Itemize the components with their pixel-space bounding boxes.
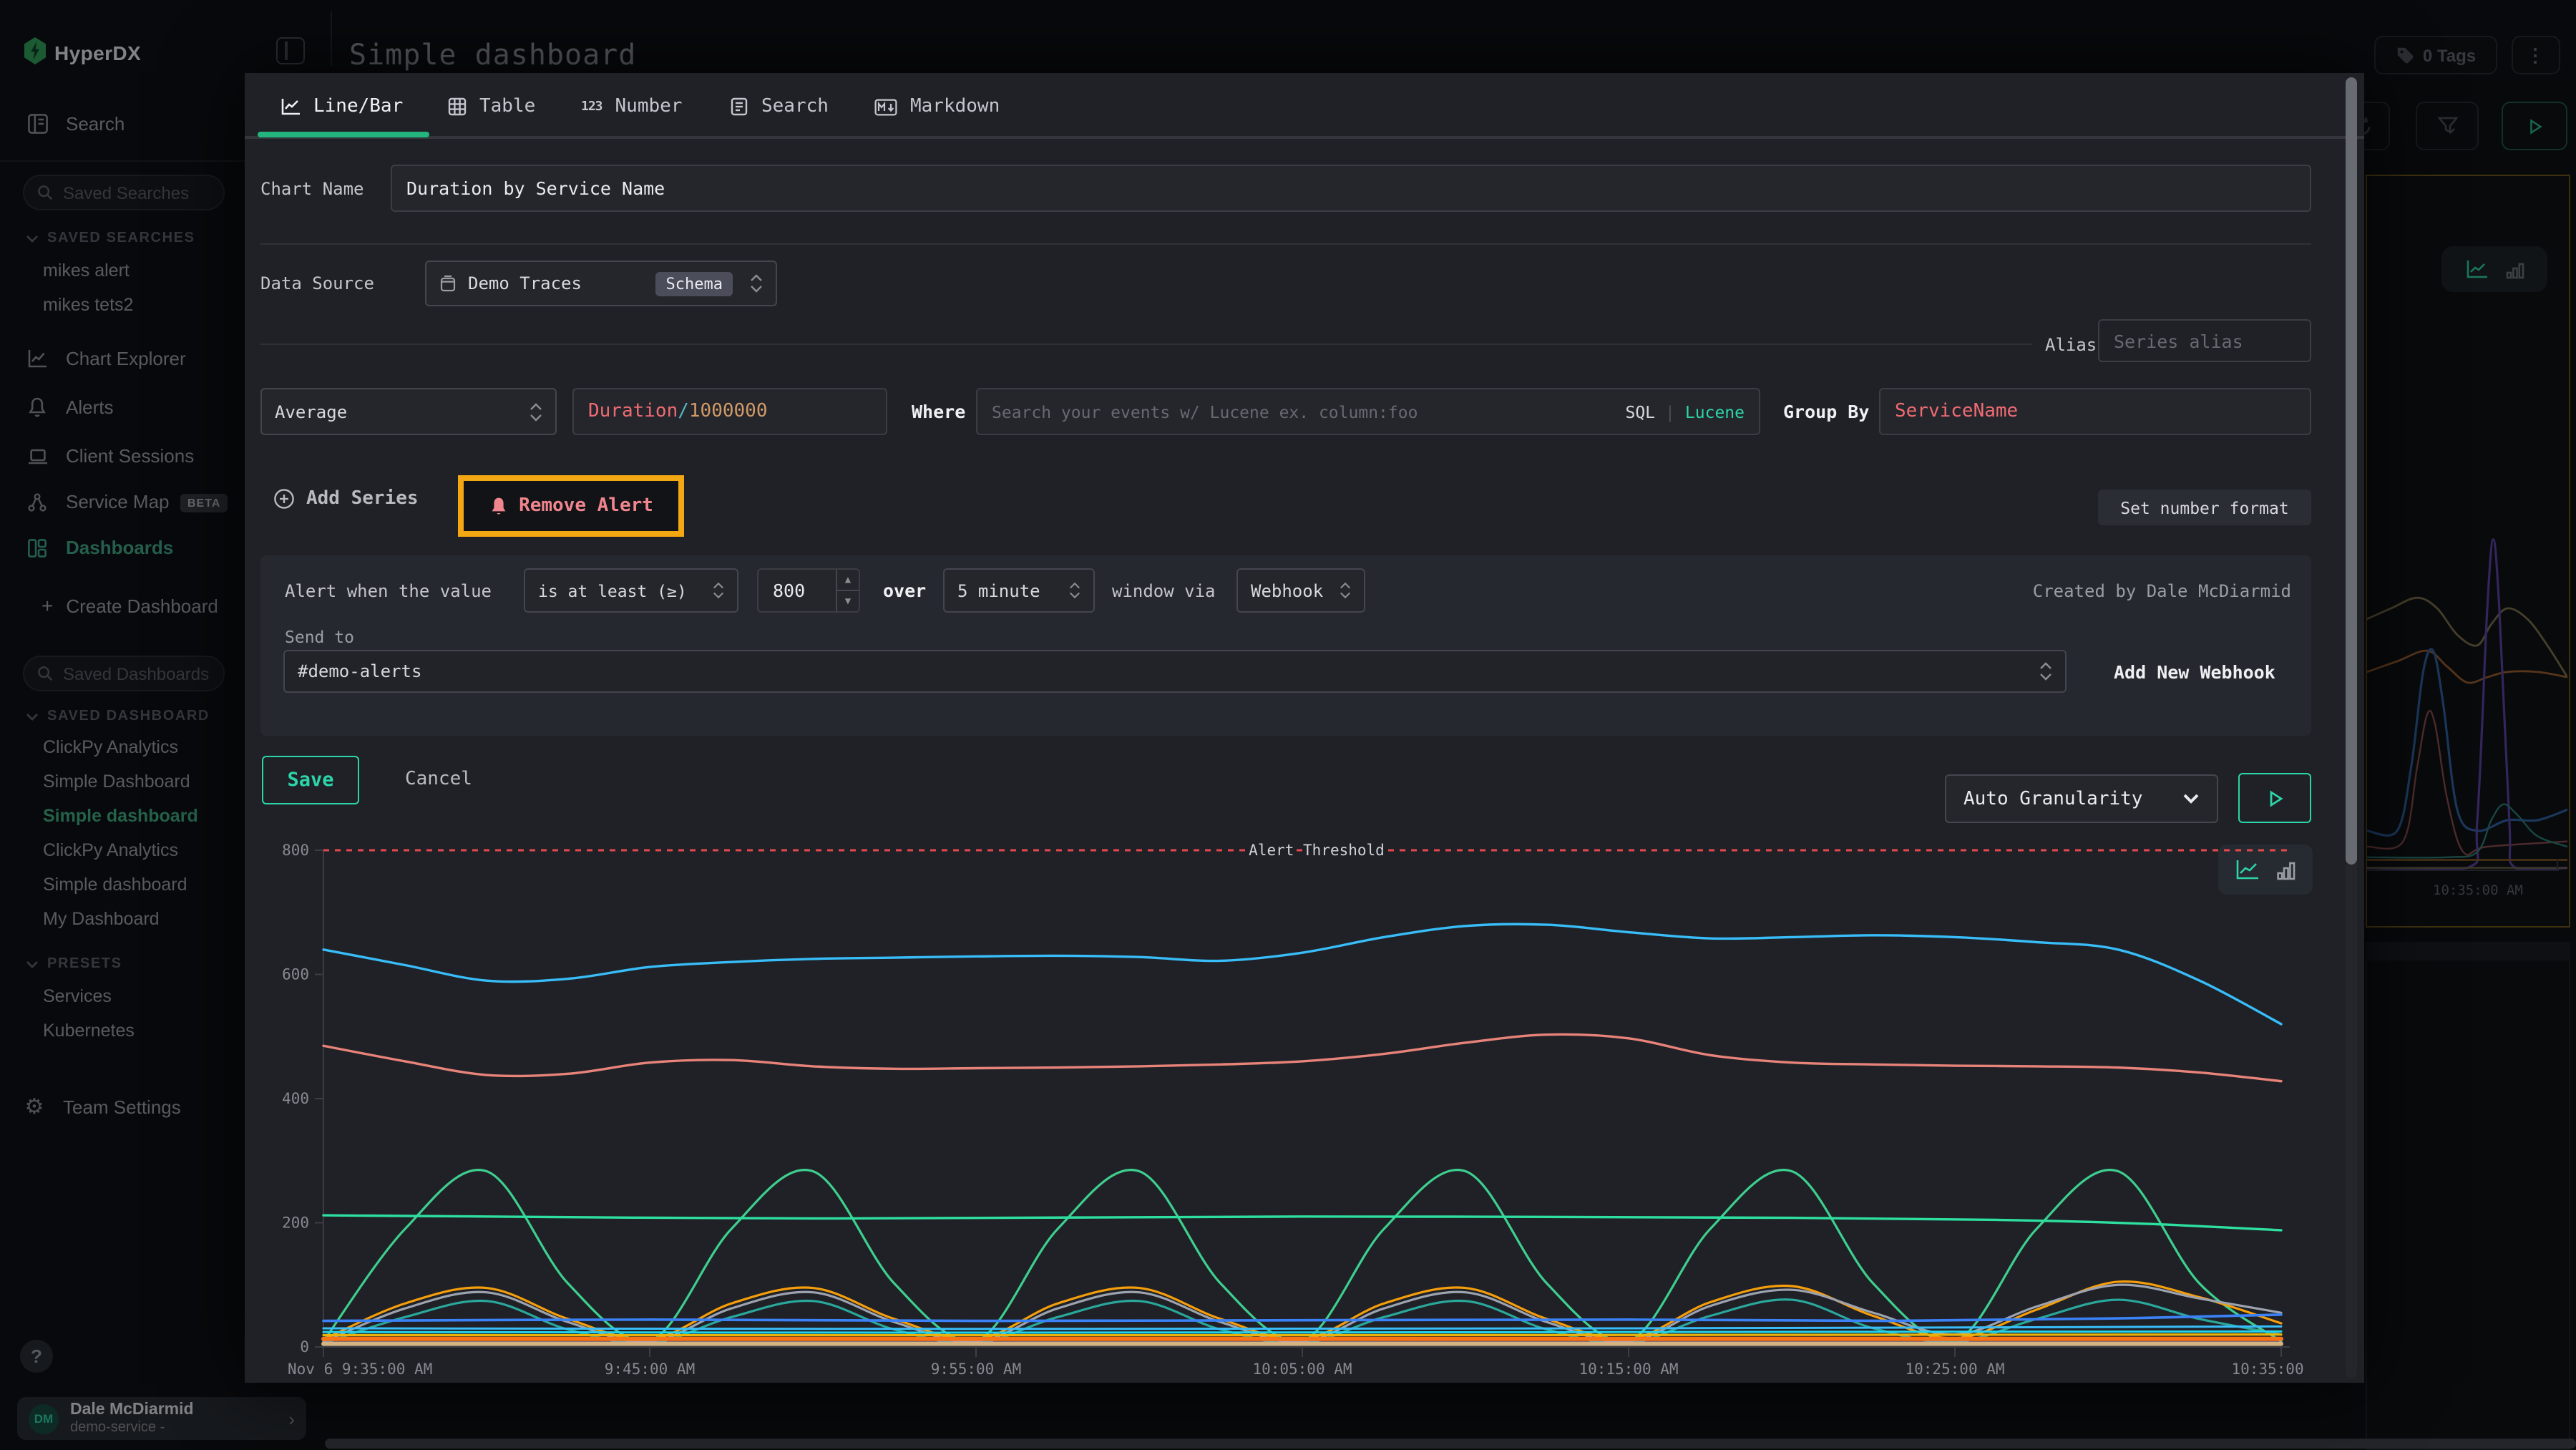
event-search-input[interactable]: Search your events w/ Lucene ex. column:… [976, 388, 1760, 435]
chart-name-input[interactable]: Duration by Service Name [391, 165, 2311, 212]
cancel-button[interactable]: Cancel [405, 769, 472, 790]
svg-text:10:05:00 AM: 10:05:00 AM [1252, 1361, 1352, 1378]
alert-channel-select[interactable]: Webhook [1236, 568, 1365, 613]
number-stepper[interactable]: ▲▼ [836, 570, 859, 611]
markdown-icon [874, 98, 897, 115]
bell-icon [489, 496, 507, 516]
svg-text:Nov 6 9:35:00 AM: Nov 6 9:35:00 AM [288, 1361, 432, 1378]
mode-divider: | [1665, 402, 1675, 422]
line-chart-icon [280, 97, 301, 116]
group-by-input[interactable]: ServiceName [1879, 388, 2311, 435]
app-root: HyperDX Simple dashboard Search Saved Se… [0, 0, 2576, 1450]
svg-text:0: 0 [300, 1338, 309, 1356]
tab-table[interactable]: Table [448, 96, 535, 117]
updown-chevron-icon [1069, 581, 1080, 600]
chart-name-label: Chart Name [260, 179, 364, 199]
plus-circle-icon [273, 488, 295, 510]
alias-input[interactable]: Series alias [2098, 319, 2311, 362]
send-to-label: Send to [285, 627, 354, 647]
updown-chevron-icon [750, 273, 763, 293]
edit-chart-modal: Line/Bar Table 123 Number Search Markdow… [245, 73, 2364, 1383]
lucene-mode-button[interactable]: Lucene [1685, 402, 1745, 422]
step-down-icon[interactable]: ▼ [837, 591, 859, 611]
series-field-input[interactable]: Duration/1000000 [572, 388, 887, 435]
number-123-icon: 123 [581, 99, 602, 114]
tab-line-bar[interactable]: Line/Bar [280, 96, 403, 117]
svg-text:9:45:00 AM: 9:45:00 AM [605, 1361, 695, 1378]
svg-text:9:55:00 AM: 9:55:00 AM [931, 1361, 1021, 1378]
where-label: Where [912, 401, 965, 422]
svg-text:600: 600 [282, 966, 309, 983]
duration-line-chart[interactable]: 0 200 400 600 800 Nov 6 9:35:00 AM 9:45:00 AM 9… [265, 830, 2313, 1381]
remove-alert-button-highlighted[interactable]: Remove Alert [458, 475, 684, 537]
svg-text:10:25:00 AM: 10:25:00 AM [1905, 1361, 2004, 1378]
tab-markdown[interactable]: Markdown [874, 96, 1000, 117]
svg-text:800: 800 [282, 842, 309, 859]
svg-text:10:15:00 AM: 10:15:00 AM [1579, 1361, 1678, 1378]
save-button[interactable]: Save [262, 756, 359, 804]
created-by-label: Created by Dale McDiarmid [2033, 581, 2291, 601]
svg-text:10:35:00 AM: 10:35:00 AM [2231, 1361, 2313, 1378]
divider [260, 243, 2311, 245]
database-icon [439, 274, 457, 293]
alert-comparator-select[interactable]: is at least (≥) [524, 568, 738, 613]
set-number-format-button[interactable]: Set number format [2098, 490, 2311, 525]
add-series-button[interactable]: Add Series [273, 488, 419, 510]
run-chart-button[interactable] [2238, 773, 2311, 823]
alert-config-panel: Alert when the value is at least (≥) 800… [260, 555, 2311, 736]
window-via-label: window via [1112, 581, 1216, 601]
step-up-icon[interactable]: ▲ [837, 570, 859, 591]
aggregation-select[interactable]: Average [260, 388, 557, 435]
svg-text:200: 200 [282, 1215, 309, 1232]
alert-threshold-input[interactable]: 800 ▲▼ [757, 568, 860, 613]
active-tab-underline [258, 132, 429, 137]
alert-window-select[interactable]: 5 minute [943, 568, 1095, 613]
updown-chevron-icon [713, 581, 724, 600]
divider [260, 344, 2032, 345]
search-doc-icon [730, 97, 748, 116]
table-icon [448, 97, 467, 116]
chevron-down-icon [2182, 793, 2200, 804]
add-new-webhook-button[interactable]: Add New Webhook [2114, 661, 2275, 683]
schema-badge: Schema [656, 271, 733, 296]
updown-chevron-icon [530, 402, 542, 422]
data-source-label: Data Source [260, 273, 374, 293]
data-source-select[interactable]: Demo Traces Schema [425, 261, 777, 306]
tab-track [245, 136, 2364, 138]
tab-search[interactable]: Search [730, 96, 829, 117]
updown-chevron-icon [2039, 661, 2052, 681]
play-icon [2265, 788, 2285, 808]
svg-text:Alert Threshold: Alert Threshold [1249, 842, 1385, 859]
granularity-select[interactable]: Auto Granularity [1945, 774, 2218, 823]
send-to-select[interactable]: #demo-alerts [283, 650, 2067, 693]
svg-text:400: 400 [282, 1090, 309, 1107]
group-by-label: Group By [1783, 401, 1869, 422]
updown-chevron-icon [1340, 581, 1351, 600]
over-label: over [883, 580, 926, 601]
sql-mode-button[interactable]: SQL [1625, 402, 1655, 422]
modal-scrollbar-thumb[interactable] [2346, 77, 2357, 865]
tab-number[interactable]: 123 Number [581, 96, 682, 117]
alias-label: Alias [2045, 335, 2097, 355]
alert-prefix-label: Alert when the value [285, 581, 492, 601]
